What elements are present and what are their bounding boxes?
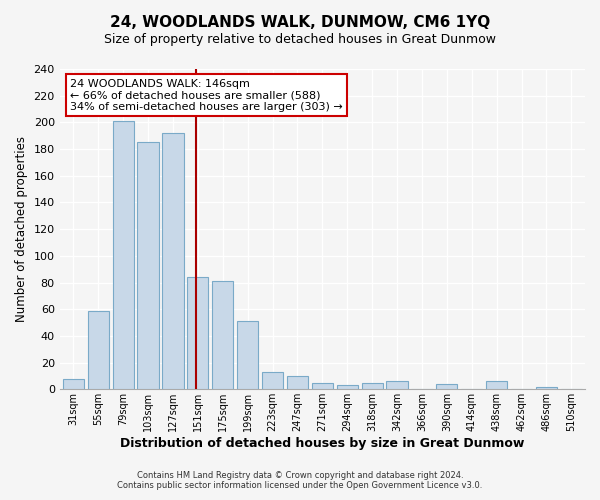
X-axis label: Distribution of detached houses by size in Great Dunmow: Distribution of detached houses by size … [120, 437, 524, 450]
Bar [137, 142, 158, 390]
Bar [262, 372, 283, 390]
Bar [386, 382, 407, 390]
Bar [362, 382, 383, 390]
Text: Contains HM Land Registry data © Crown copyright and database right 2024.
Contai: Contains HM Land Registry data © Crown c… [118, 470, 482, 490]
Bar [113, 121, 134, 390]
Y-axis label: Number of detached properties: Number of detached properties [15, 136, 28, 322]
Bar [187, 277, 208, 390]
Text: 24 WOODLANDS WALK: 146sqm
← 66% of detached houses are smaller (588)
34% of semi: 24 WOODLANDS WALK: 146sqm ← 66% of detac… [70, 78, 343, 112]
Text: Size of property relative to detached houses in Great Dunmow: Size of property relative to detached ho… [104, 32, 496, 46]
Bar [536, 386, 557, 390]
Bar [163, 133, 184, 390]
Bar [287, 376, 308, 390]
Bar [312, 382, 333, 390]
Bar [63, 378, 84, 390]
Bar [237, 321, 258, 390]
Bar [436, 384, 457, 390]
Bar [337, 386, 358, 390]
Bar [212, 281, 233, 390]
Bar [88, 310, 109, 390]
Bar [486, 382, 507, 390]
Text: 24, WOODLANDS WALK, DUNMOW, CM6 1YQ: 24, WOODLANDS WALK, DUNMOW, CM6 1YQ [110, 15, 490, 30]
